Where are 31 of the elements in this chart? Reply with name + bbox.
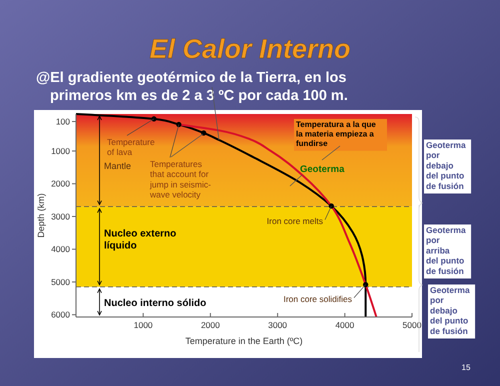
band-label: Nucleo externo líquido <box>104 228 176 252</box>
annotation: Temperatures that account for jump in seismic-wave velocity <box>149 159 212 200</box>
y-tick-label: 2000 <box>51 178 70 189</box>
band-label: Nucleo interno sólido <box>104 298 206 309</box>
point <box>151 116 157 122</box>
y-axis-title: Depth (km) <box>36 193 46 238</box>
point <box>201 130 206 136</box>
band-label: Mantle <box>104 160 132 171</box>
x-tick-label: 3000 <box>268 320 288 330</box>
text: Geoterma por debajo del punto de fusión <box>426 140 466 191</box>
annotation: Temperature of lava <box>107 137 155 158</box>
annotation: Iron core solidifies <box>283 294 352 304</box>
annotation: Iron core melts <box>266 216 323 226</box>
x-tick-label: 4000 <box>335 320 355 330</box>
y-tick-label: 100 <box>56 116 70 127</box>
y-tick-label: 1000 <box>51 146 70 156</box>
x-axis-title: Temperature in the Earth (ºC) <box>185 336 303 346</box>
x-tick-label: 2000 <box>200 320 220 330</box>
x-tick-label: 1000 <box>134 320 153 330</box>
text: 15 <box>462 363 471 372</box>
y-tick-label: 6000 <box>51 310 70 320</box>
text: Geoterma por debajo del punto de fusión <box>430 285 470 336</box>
y-tick-label: 5000 <box>51 276 70 287</box>
y-tick-label: 3000 <box>51 211 70 222</box>
text: Geoterma por arriba del punto de fusión <box>426 225 466 276</box>
chart-title: El Calor Interno <box>149 34 351 64</box>
point <box>328 203 334 209</box>
annotation: Geoterma <box>300 164 346 175</box>
annotation: Temperatura a la que la materia empieza a fundirse <box>296 120 376 148</box>
x-tick-label: 5000 <box>402 320 422 330</box>
y-tick-label: 4000 <box>51 244 70 254</box>
